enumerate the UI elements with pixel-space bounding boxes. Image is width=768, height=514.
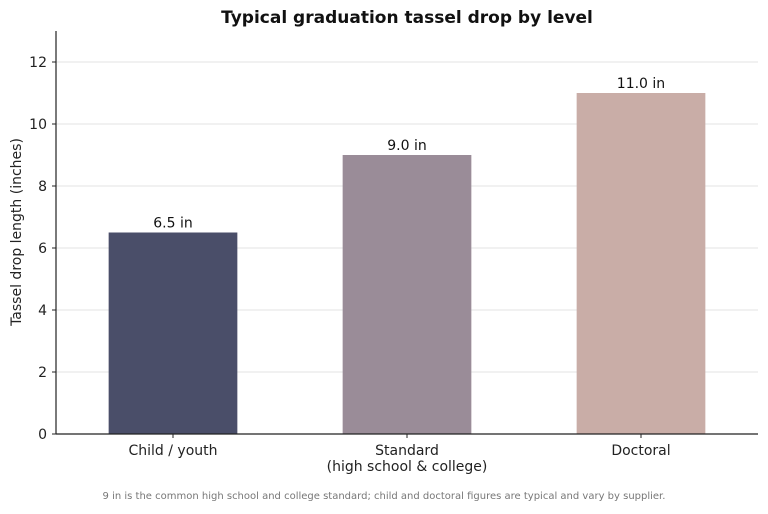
y-tick-label: 12 — [29, 55, 47, 71]
y-tick-label: 10 — [29, 117, 47, 133]
bar-value-label: 11.0 in — [617, 76, 665, 92]
bars — [108, 93, 706, 434]
x-tick-label: Child / youth — [128, 443, 217, 459]
bar — [108, 232, 238, 434]
y-axis-ticks: 0 2 4 6 8 10 12 — [29, 55, 56, 443]
x-axis-ticks: Child / youth Standard(high school & coll… — [128, 434, 671, 475]
bar-value-labels: 6.5 in 9.0 in 11.0 in — [153, 76, 665, 232]
x-tick-label: Doctoral — [611, 443, 670, 459]
y-tick-label: 4 — [38, 303, 47, 319]
y-axis-label: Tassel drop length (inches) — [9, 138, 25, 327]
x-tick-label: Standard — [375, 443, 439, 459]
x-tick-label: (high school & college) — [327, 459, 488, 475]
chart-title: Typical graduation tassel drop by level — [221, 8, 593, 28]
bar — [342, 155, 472, 434]
footnote: 9 in is the common high school and colle… — [102, 491, 666, 502]
y-tick-label: 8 — [38, 179, 47, 195]
y-tick-label: 2 — [38, 365, 47, 381]
bar-value-label: 6.5 in — [153, 216, 192, 232]
y-tick-label: 0 — [38, 427, 47, 443]
bar-value-label: 9.0 in — [387, 138, 426, 154]
y-tick-label: 6 — [38, 241, 47, 257]
bar — [576, 93, 706, 434]
